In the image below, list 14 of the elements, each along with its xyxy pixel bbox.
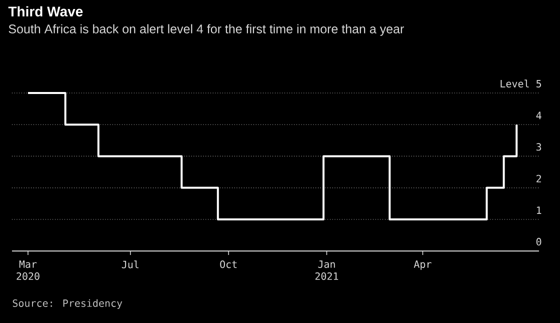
y-tick-label: 2: [536, 174, 541, 182]
chart-subtitle: South Africa is back on alert level 4 for the first time in more than a year: [8, 24, 404, 36]
y-tick-label: 4: [536, 112, 542, 120]
x-tick-label: Apr: [414, 260, 432, 270]
chart-title: Third Wave: [8, 6, 83, 16]
y-tick-label: 3: [536, 143, 542, 151]
y-tick-label: 0: [536, 238, 542, 246]
x-tick-label: Jul: [122, 260, 138, 268]
y-tick-label: Level 5: [500, 80, 542, 88]
x-tick-label: Jan 2021: [315, 260, 338, 280]
source-note: Source: Presidency: [12, 299, 122, 309]
y-tick-label: 1: [536, 206, 542, 214]
x-tick-label: Mar 2020: [16, 260, 40, 280]
x-tick-label: Oct: [220, 260, 237, 268]
